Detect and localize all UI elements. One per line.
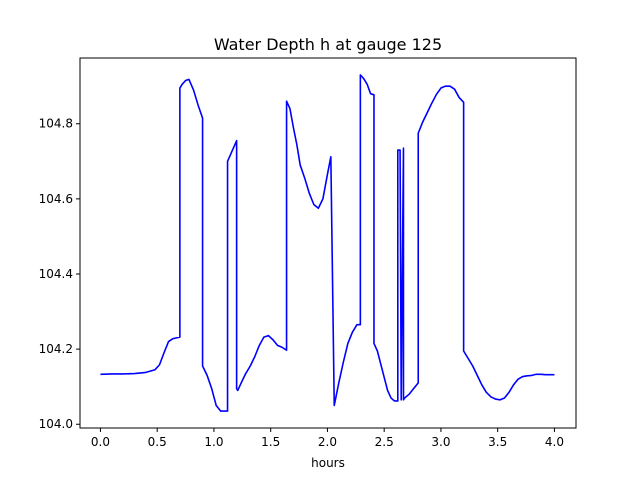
series-line-0: [100, 74, 555, 412]
x-axis-ticks: 0.0 0.5 1.0 1.5 2.0 2.5 3.0 3.5 4.0: [91, 428, 564, 449]
x-tick-label: 4.0: [545, 435, 564, 449]
x-tick-label: 0.5: [148, 435, 167, 449]
y-tick-label: 104.4: [39, 267, 73, 281]
y-tick-label: 104.2: [39, 342, 73, 356]
x-tick-label: 1.0: [204, 435, 223, 449]
x-tick-label: 2.5: [375, 435, 394, 449]
y-tick-label: 104.8: [39, 117, 73, 131]
x-tick-label: 3.0: [431, 435, 450, 449]
chart-title: Water Depth h at gauge 125: [214, 35, 442, 54]
y-axis-ticks: 104.0 104.2 104.4 104.6 104.8: [39, 117, 80, 431]
plot-layer: [100, 74, 555, 412]
x-tick-label: 0.0: [91, 435, 110, 449]
plot-frame: [79, 57, 577, 429]
x-tick-label: 3.5: [488, 435, 507, 449]
x-tick-label: 1.5: [261, 435, 280, 449]
x-tick-label: 2.0: [318, 435, 337, 449]
y-tick-label: 104.0: [39, 417, 73, 431]
y-tick-label: 104.6: [39, 192, 73, 206]
x-axis-label: hours: [311, 456, 345, 470]
